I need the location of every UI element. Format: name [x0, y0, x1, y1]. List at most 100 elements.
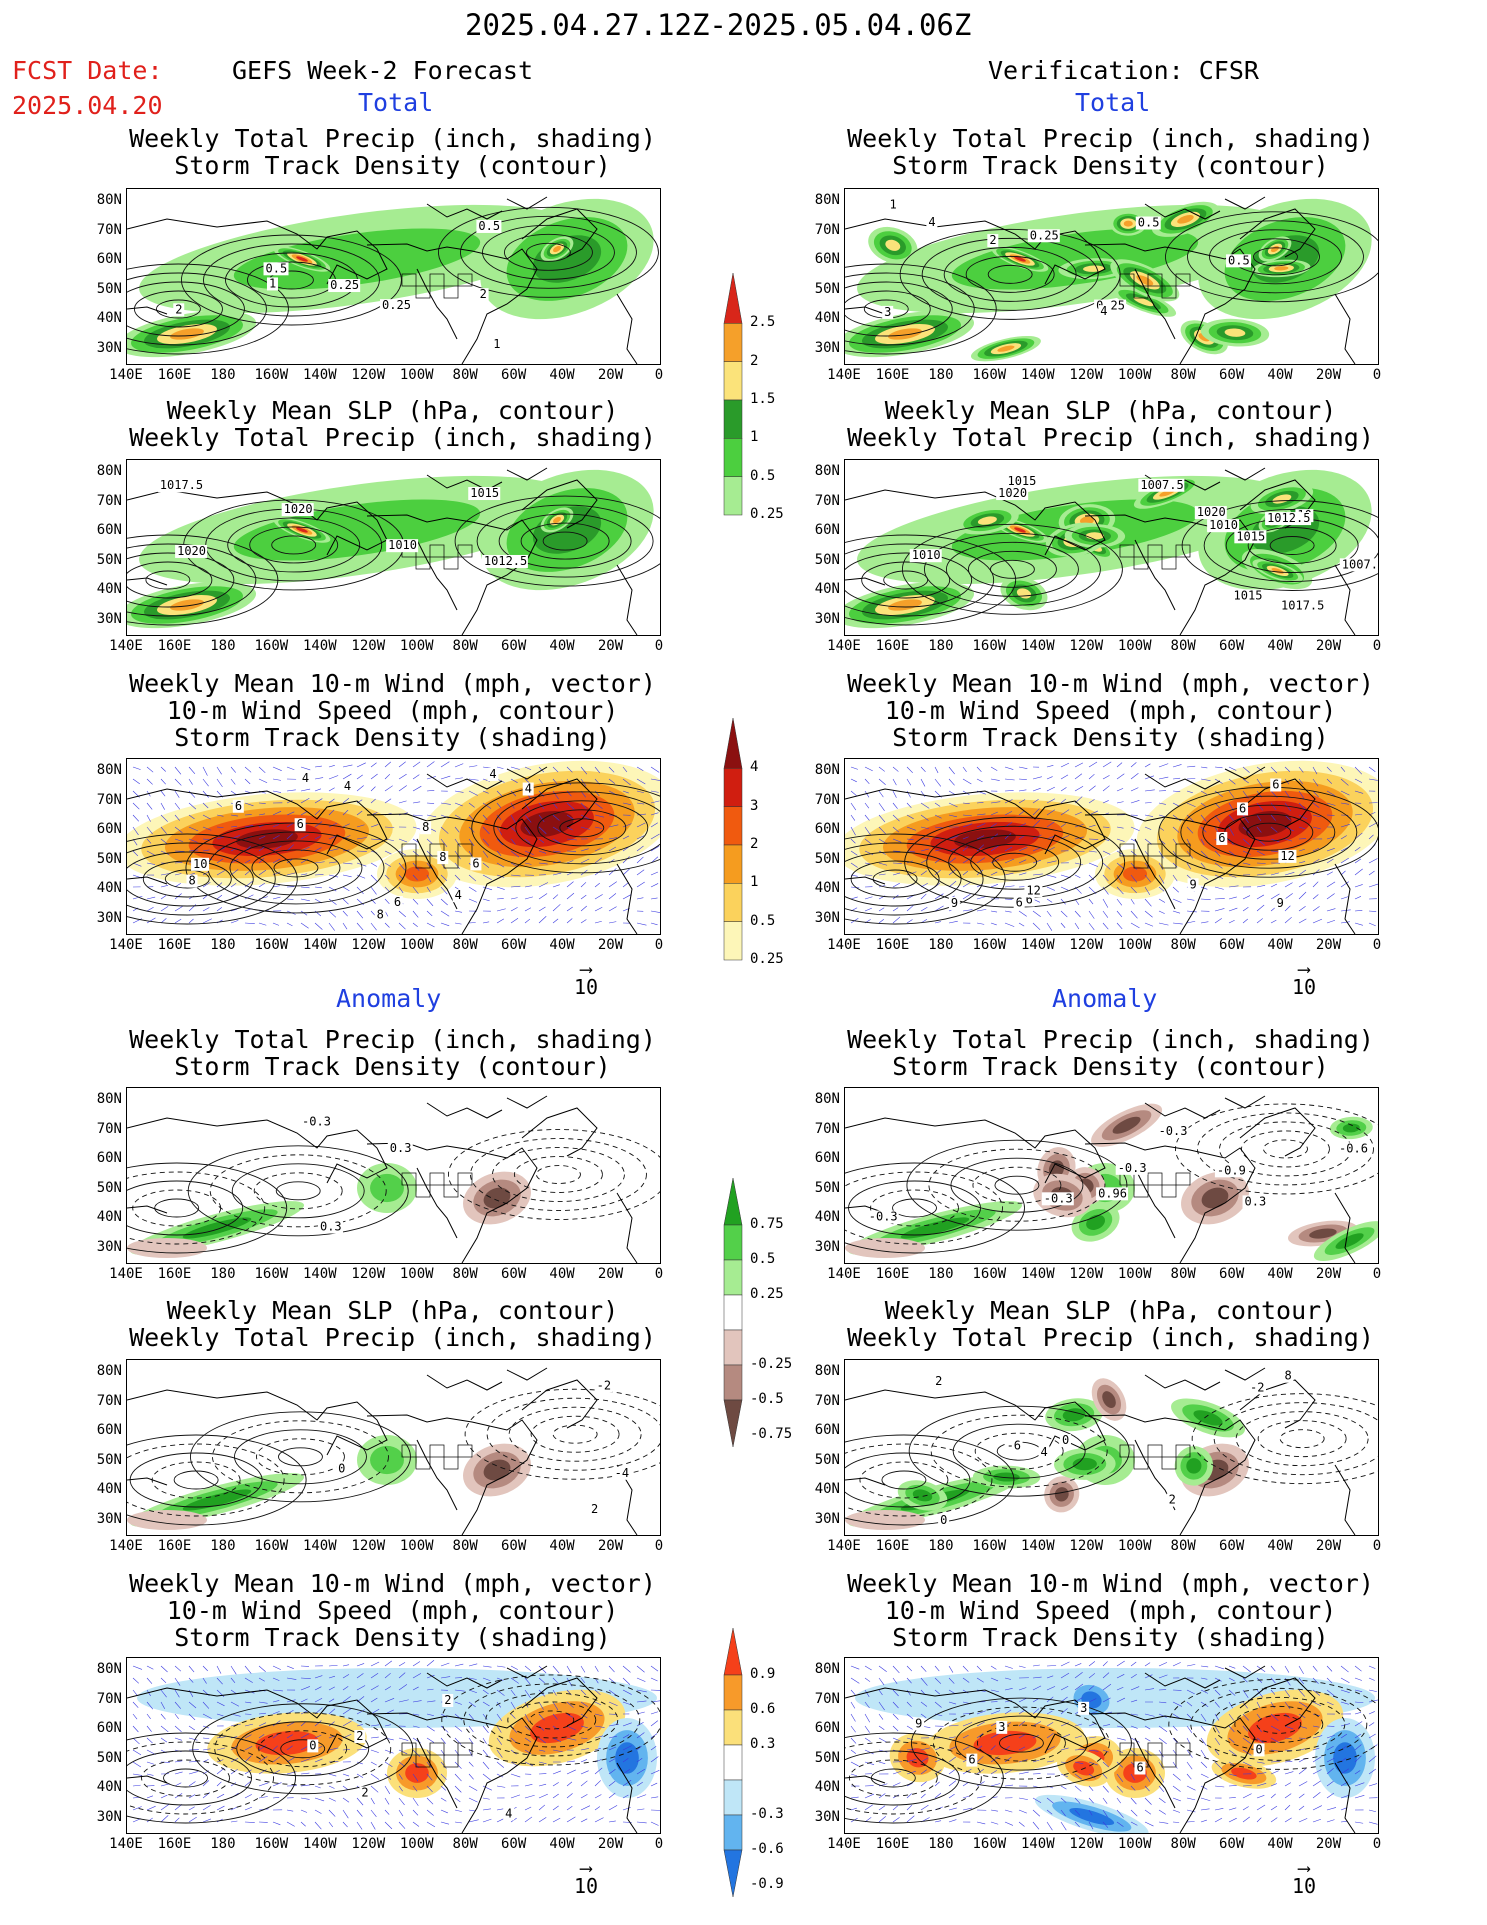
shaded-area: [182, 1489, 252, 1511]
wind-vector: [1032, 1746, 1041, 1751]
wind-vector: [976, 1796, 986, 1799]
wind-vector: [1200, 826, 1207, 833]
contour-label-bg: [522, 782, 534, 796]
contour-line: [127, 534, 279, 626]
longitude-label: 140E: [827, 638, 861, 654]
contour-label-bg: [1059, 1434, 1071, 1448]
wind-vector: [948, 814, 957, 818]
wind-vector: [608, 893, 617, 900]
longitude-label: 120W: [351, 937, 386, 953]
contour-line: [932, 1706, 1110, 1780]
wind-vector: [1018, 1771, 1029, 1775]
wind-vector: [300, 766, 311, 771]
wind-vector: [1298, 905, 1306, 912]
wind-vector: [976, 922, 985, 925]
wind-vector: [314, 777, 324, 780]
wind-vector: [1186, 826, 1194, 834]
wind-vector: [426, 922, 435, 928]
contour-line: [485, 1692, 619, 1748]
state-boundary: [457, 1444, 473, 1458]
wind-vector: [160, 778, 166, 785]
wind-vector: [622, 1807, 631, 1811]
wind-vector: [920, 1701, 928, 1707]
coastline: [127, 1687, 388, 1754]
wind-vector: [1102, 850, 1111, 855]
contour-label-bg: [263, 262, 289, 276]
coastline: [1334, 564, 1356, 635]
wind-vector: [608, 1746, 616, 1751]
colorbar-label: -0.3: [750, 1806, 784, 1822]
wind-vector: [962, 1665, 969, 1672]
wind-vector: [440, 898, 448, 906]
wind-vector: [1032, 847, 1040, 852]
wind-vector: [892, 1817, 900, 1823]
wind-vector: [356, 799, 363, 804]
contour-label: 3: [1080, 1701, 1087, 1715]
longitude-label: 160W: [254, 367, 289, 383]
wind-vector: [636, 845, 644, 852]
wind-vector: [962, 1734, 969, 1739]
wind-vector: [440, 761, 450, 768]
contour-label-bg: [1194, 506, 1227, 520]
contour-label: -0.3: [1159, 1124, 1188, 1138]
contour-line: [1235, 1411, 1369, 1467]
longitude-label: 140W: [1020, 1538, 1055, 1554]
longitude-label: 160E: [875, 1538, 910, 1554]
wind-vector: [370, 773, 378, 780]
wind-vector: [524, 1784, 533, 1787]
contour-line: [845, 1434, 1015, 1526]
latitude-label: 70N: [96, 492, 122, 509]
wind-vector: [370, 874, 378, 882]
wind-vector: [1102, 785, 1110, 792]
wind-vector: [1130, 1773, 1135, 1781]
wind-vector: [188, 1806, 195, 1811]
wind-vector: [920, 814, 929, 821]
wind-vector: [1228, 1665, 1236, 1669]
latitude-label: 40N: [96, 1779, 122, 1795]
wind-vector: [216, 1805, 225, 1811]
wind-vector: [356, 886, 364, 895]
contour-label: 8: [377, 907, 384, 921]
wind-vector: [1256, 1817, 1262, 1823]
colorbar-label: 0.75: [750, 1216, 784, 1232]
map-panel: 0 2 -4 -2: [126, 1359, 661, 1536]
wind-vector: [1046, 765, 1054, 768]
wind-vector: [230, 766, 236, 773]
wind-vector: [370, 1697, 378, 1703]
colorbar-label: -0.25: [750, 1356, 793, 1372]
wind-vector: [892, 1770, 902, 1775]
coastline: [127, 1389, 388, 1456]
wind-vector: [650, 1733, 658, 1739]
wind-vector: [962, 1689, 969, 1694]
coastline: [1084, 1414, 1256, 1535]
wind-vector: [1032, 798, 1039, 804]
wind-vector: [1144, 910, 1153, 918]
wind-vector: [878, 1701, 885, 1711]
wind-vector: [496, 826, 502, 835]
wind-vector: [188, 766, 196, 775]
wind-vector: [1074, 773, 1083, 780]
shaded-area: [405, 1763, 429, 1783]
wind-vector: [202, 907, 210, 912]
latitude-label: 80N: [96, 192, 122, 208]
contour-line: [127, 1732, 296, 1824]
coastline: [506, 196, 548, 210]
contour-line: [1257, 1420, 1347, 1458]
longitude-label: 60W: [1218, 937, 1245, 953]
coastline: [366, 514, 538, 635]
wind-vector: [1312, 1792, 1321, 1799]
contour-label: 9: [915, 1716, 922, 1730]
wind-vector: [244, 825, 254, 828]
vector-ref-value: 10: [573, 1874, 599, 1898]
map-panel: 6 6 12 9 9 6 9 12 6 6: [844, 758, 1379, 935]
contour-label-bg: [926, 216, 938, 230]
wind-vector: [976, 778, 983, 783]
colorbar: [723, 1627, 743, 1898]
wind-vector: [608, 881, 617, 888]
shaded-area: [1231, 1767, 1257, 1780]
wind-vector: [594, 1735, 603, 1739]
wind-vector: [608, 846, 617, 852]
wind-vector: [286, 799, 293, 804]
longitude-label: 160W: [972, 937, 1007, 953]
wind-vector: [1312, 778, 1319, 787]
